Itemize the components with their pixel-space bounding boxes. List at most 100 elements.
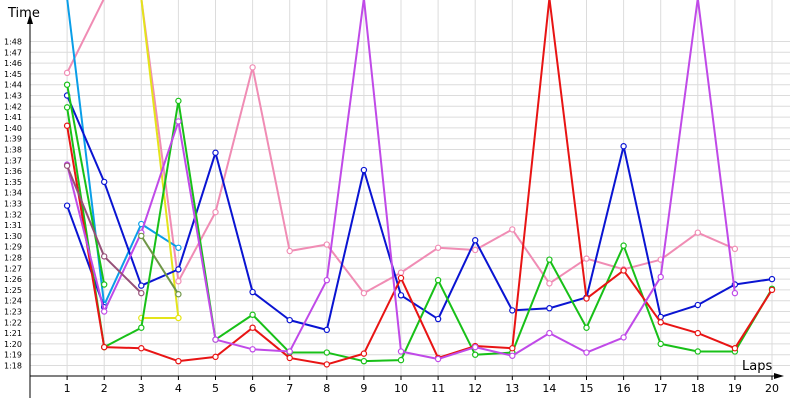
data-point: [100, 281, 108, 288]
x-tick-label: 15: [580, 382, 594, 395]
y-tick-label: 1:41: [4, 113, 22, 122]
data-point: [397, 269, 405, 276]
series-line: [63, 92, 776, 334]
data-point: [138, 324, 145, 331]
y-tick-label: 1:25: [4, 286, 22, 295]
gridlines: [30, 0, 790, 380]
data-point: [360, 350, 368, 357]
y-tick-label: 1:28: [4, 254, 22, 263]
x-tick-label: 5: [212, 382, 219, 395]
x-tick-label: 3: [138, 382, 145, 395]
data-point: [100, 343, 108, 351]
data-point: [472, 351, 479, 358]
data-point: [249, 346, 256, 353]
data-point: [472, 343, 479, 351]
data-point: [100, 308, 108, 315]
series-segment: [66, 0, 773, 366]
data-point: [249, 324, 256, 331]
data-point: [175, 266, 182, 273]
data-point: [286, 354, 293, 362]
data-point: [63, 202, 71, 209]
data-point: [397, 292, 405, 299]
data-point: [212, 208, 219, 216]
y-tick-label: 1:44: [4, 81, 22, 90]
data-point: [63, 122, 71, 129]
y-axis-arrow: [27, 14, 33, 24]
series-segment: [66, 84, 106, 285]
data-point: [434, 355, 442, 363]
data-point: [323, 276, 330, 284]
x-tick-label: 4: [175, 382, 182, 395]
data-point: [694, 348, 702, 355]
x-tick-label: 16: [617, 382, 631, 395]
y-tick-label: 1:22: [4, 318, 22, 327]
y-tick-label: 1:34: [4, 189, 22, 198]
data-point: [175, 118, 182, 125]
series-line: [138, 232, 182, 298]
data-point: [212, 149, 219, 156]
series-lines: [63, 0, 776, 368]
x-tick-label: 2: [101, 382, 108, 395]
data-point: [583, 349, 590, 356]
data-point: [63, 104, 71, 111]
data-point: [620, 267, 627, 274]
y-tick-label: 1:24: [4, 297, 22, 306]
data-point: [286, 316, 293, 324]
x-tick-label: 7: [286, 382, 293, 395]
data-point: [323, 361, 330, 368]
y-tick-label: 1:32: [4, 210, 22, 219]
y-tick-label: 1:30: [4, 232, 22, 241]
y-tick-label: 1:23: [4, 308, 22, 317]
y-tick-label: 1:33: [4, 200, 22, 209]
data-point: [620, 242, 627, 249]
data-point: [731, 289, 739, 297]
data-point: [249, 64, 256, 71]
data-point: [212, 353, 219, 361]
y-tick-label: 1:38: [4, 146, 22, 155]
y-tick-label: 1:20: [4, 340, 22, 349]
data-point: [100, 178, 108, 186]
y-tick-label: 1:27: [4, 264, 22, 273]
series-segment: [140, 0, 180, 319]
series-segment: [66, 0, 179, 307]
data-point: [175, 278, 182, 285]
x-tick-label: 11: [431, 382, 445, 395]
y-tick-label: 1:40: [4, 124, 22, 133]
data-point: [360, 357, 368, 365]
data-point: [175, 314, 182, 322]
y-tick-label: 1:43: [4, 92, 22, 101]
y-tick-label: 1:48: [4, 38, 22, 47]
y-tick-label: 1:45: [4, 70, 22, 79]
y-tick-label: 1:47: [4, 48, 22, 57]
data-point: [546, 329, 553, 337]
data-point: [286, 247, 293, 255]
data-point: [583, 324, 590, 331]
x-tick-labels: 1 2 3 4 5 6 7 8 9 10 11 12 13 14 15 16 17 18 19 20: [64, 382, 779, 395]
data-point: [434, 276, 442, 284]
x-tick-label: 19: [728, 382, 742, 395]
data-point: [694, 329, 702, 337]
data-point: [434, 315, 442, 323]
data-point: [100, 253, 108, 260]
y-tick-label: 1:19: [4, 351, 22, 360]
data-point: [546, 256, 553, 263]
data-point: [397, 356, 405, 364]
data-point: [731, 345, 739, 352]
y-tick-label: 1:18: [4, 362, 22, 371]
y-tick-label: 1:31: [4, 221, 22, 230]
data-point: [175, 244, 182, 251]
x-tick-label: 17: [654, 382, 668, 395]
data-point: [731, 245, 739, 253]
data-point: [175, 97, 182, 105]
data-point: [397, 348, 405, 355]
data-point: [138, 345, 145, 352]
data-point: [63, 69, 71, 77]
data-point: [546, 305, 553, 312]
axes: [27, 14, 784, 398]
data-point: [768, 275, 776, 283]
series-line: [138, 314, 182, 322]
series-segment: [140, 235, 180, 295]
data-point: [323, 241, 330, 248]
data-point: [509, 307, 516, 314]
data-point: [657, 319, 664, 326]
